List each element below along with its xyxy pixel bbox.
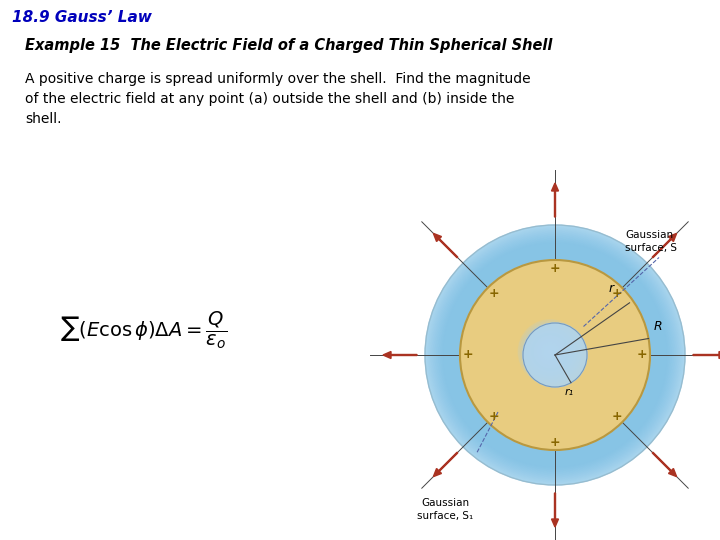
Circle shape — [441, 241, 670, 469]
Text: +: + — [463, 348, 473, 361]
Circle shape — [523, 325, 577, 379]
Circle shape — [542, 344, 558, 360]
Circle shape — [534, 336, 566, 368]
Circle shape — [460, 260, 650, 450]
Circle shape — [443, 242, 667, 468]
Text: Gaussian
surface, S: Gaussian surface, S — [625, 230, 677, 253]
Text: +: + — [488, 287, 499, 300]
Circle shape — [533, 334, 568, 369]
Circle shape — [520, 321, 580, 382]
FancyArrow shape — [433, 452, 458, 477]
FancyArrow shape — [552, 493, 559, 527]
Circle shape — [526, 328, 575, 376]
FancyArrow shape — [652, 233, 677, 258]
Circle shape — [525, 326, 576, 377]
Text: +: + — [636, 348, 647, 361]
Text: A positive charge is spread uniformly over the shell.  Find the magnitude
of the: A positive charge is spread uniformly ov… — [25, 72, 531, 126]
Circle shape — [442, 242, 668, 468]
Circle shape — [518, 320, 582, 384]
Circle shape — [438, 238, 672, 472]
Text: +: + — [549, 261, 560, 274]
FancyArrow shape — [433, 233, 458, 258]
Circle shape — [546, 347, 555, 356]
Circle shape — [444, 244, 666, 466]
Circle shape — [441, 241, 669, 469]
Circle shape — [531, 333, 570, 371]
Circle shape — [536, 338, 564, 366]
Circle shape — [438, 239, 671, 471]
Circle shape — [537, 339, 563, 364]
Text: $\sum(E\cos\phi)\Delta A = \dfrac{Q}{\varepsilon_o}$: $\sum(E\cos\phi)\Delta A = \dfrac{Q}{\va… — [60, 310, 227, 352]
FancyArrow shape — [693, 352, 720, 359]
Circle shape — [541, 342, 560, 361]
Text: +: + — [611, 287, 622, 300]
Circle shape — [439, 239, 671, 471]
Circle shape — [523, 323, 587, 387]
FancyArrow shape — [652, 452, 677, 477]
FancyArrow shape — [552, 183, 559, 217]
Text: +: + — [611, 410, 622, 423]
Text: Gaussian
surface, S₁: Gaussian surface, S₁ — [417, 498, 473, 521]
FancyArrow shape — [383, 352, 417, 359]
Text: R: R — [654, 320, 662, 333]
Circle shape — [544, 346, 557, 358]
Circle shape — [528, 329, 572, 374]
Circle shape — [547, 349, 554, 355]
Text: r: r — [609, 282, 614, 295]
Text: +: + — [488, 410, 499, 423]
Circle shape — [444, 243, 667, 467]
Circle shape — [521, 323, 579, 381]
Text: Example 15  The Electric Field of a Charged Thin Spherical Shell: Example 15 The Electric Field of a Charg… — [25, 38, 552, 53]
Circle shape — [425, 225, 685, 485]
Text: r₁: r₁ — [564, 387, 574, 397]
Text: +: + — [549, 435, 560, 449]
Circle shape — [440, 240, 670, 470]
Circle shape — [549, 350, 552, 353]
Text: 18.9 Gauss’ Law: 18.9 Gauss’ Law — [12, 10, 152, 25]
Circle shape — [529, 331, 571, 373]
Circle shape — [539, 341, 562, 363]
